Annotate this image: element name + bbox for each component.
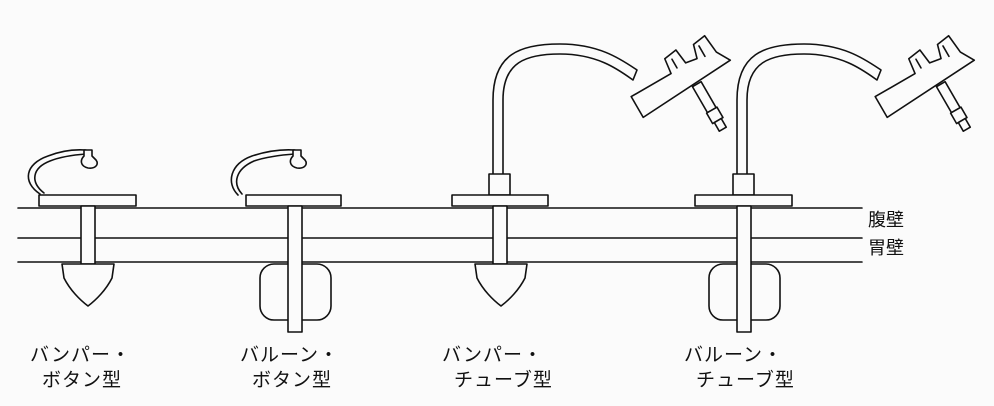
bumper-button-cap-strap (27, 149, 87, 195)
type-label-line1: バンパー・ (30, 344, 131, 366)
balloon-tube-shaft (736, 205, 752, 333)
bumper-tube-device (451, 34, 732, 307)
balloon-tube-connector (874, 34, 976, 132)
bumper-tube-tube (492, 43, 638, 175)
balloon-tube-device (694, 34, 976, 333)
type-label-line2: チューブ型 (696, 369, 795, 391)
bumper-button-shaft (80, 205, 96, 265)
balloon-tube-collar (732, 173, 755, 196)
bumper-tube-collar (488, 173, 511, 196)
abdominal-wall-label: 腹壁 (868, 210, 904, 231)
balloon-button-external-base (245, 194, 342, 207)
bumper-tube-internal-bumper (474, 263, 528, 307)
balloon-tube-tube (736, 43, 882, 175)
type-label-line1: バルーン・ (240, 344, 340, 366)
type-label-bumper-button: バンパー・ ボタン型 (30, 343, 131, 393)
bumper-tube-shaft (492, 205, 508, 265)
stomach-wall-label: 胃壁 (868, 238, 904, 259)
type-label-line1: バルーン・ (684, 344, 784, 366)
balloon-button-cap-plug (289, 149, 307, 169)
balloon-button-device (230, 149, 342, 333)
type-label-line1: バンパー・ (442, 344, 543, 366)
type-label-balloon-button: バルーン・ ボタン型 (240, 343, 339, 393)
bumper-button-cap-plug (80, 149, 98, 169)
bumper-button-device (27, 149, 137, 307)
balloon-button-shaft (287, 205, 303, 333)
type-label-bumper-tube: バンパー・ チューブ型 (442, 343, 553, 393)
bumper-tube-external-base (451, 194, 549, 207)
type-label-line2: ボタン型 (42, 369, 123, 391)
bumper-button-external-base (38, 194, 137, 207)
type-label-balloon-tube: バルーン・ チューブ型 (684, 343, 795, 393)
balloon-tube-external-base (694, 194, 793, 207)
bumper-button-internal-bumper (61, 263, 115, 307)
bumper-tube-connector (630, 34, 732, 132)
type-label-line2: ボタン型 (252, 369, 333, 391)
balloon-button-cap-strap (230, 149, 296, 196)
type-label-line2: チューブ型 (454, 369, 553, 391)
